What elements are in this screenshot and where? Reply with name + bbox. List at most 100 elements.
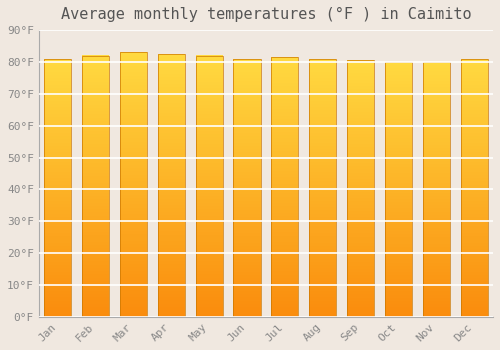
Bar (120, 59, 147, 62)
Bar (196, 212, 223, 216)
Bar (234, 262, 260, 265)
Bar (309, 304, 336, 307)
Bar (460, 155, 488, 159)
Bar (196, 248, 223, 252)
Bar (158, 231, 185, 235)
Bar (82, 248, 109, 252)
Bar (82, 160, 109, 163)
Bar (82, 307, 109, 310)
Bar (234, 120, 260, 123)
Bar (460, 165, 488, 168)
Bar (385, 221, 412, 224)
Bar (385, 218, 412, 221)
Bar (234, 162, 260, 165)
Bar (234, 230, 260, 233)
Bar (44, 172, 72, 175)
Bar (82, 98, 109, 101)
Bar (460, 62, 488, 65)
Bar (120, 214, 147, 218)
Bar (309, 123, 336, 126)
Bar (385, 298, 412, 301)
Bar (196, 69, 223, 72)
Bar (44, 59, 72, 317)
Bar (196, 121, 223, 124)
Bar (158, 175, 185, 179)
Bar (44, 165, 72, 168)
Bar (309, 165, 336, 168)
Bar (82, 278, 109, 281)
Bar (234, 304, 260, 307)
Bar (347, 310, 374, 314)
Bar (158, 172, 185, 176)
Bar (234, 97, 260, 101)
Bar (347, 173, 374, 176)
Bar (120, 115, 147, 119)
Bar (309, 243, 336, 246)
Bar (309, 246, 336, 249)
Bar (158, 74, 185, 77)
Bar (271, 93, 298, 96)
Bar (158, 185, 185, 189)
Bar (82, 290, 109, 294)
Bar (234, 239, 260, 243)
Bar (82, 199, 109, 203)
Bar (422, 81, 450, 84)
Bar (158, 159, 185, 162)
Bar (422, 180, 450, 183)
Bar (158, 284, 185, 287)
Bar (422, 141, 450, 145)
Bar (234, 142, 260, 146)
Bar (44, 217, 72, 220)
Bar (120, 264, 147, 267)
Bar (460, 117, 488, 120)
Bar (158, 251, 185, 254)
Bar (422, 244, 450, 247)
Bar (271, 190, 298, 194)
Bar (347, 281, 374, 285)
Bar (82, 170, 109, 173)
Bar (120, 221, 147, 224)
Bar (82, 206, 109, 209)
Bar (271, 161, 298, 164)
Bar (158, 281, 185, 284)
Bar (271, 281, 298, 284)
Bar (385, 154, 412, 158)
Bar (158, 294, 185, 297)
Bar (196, 300, 223, 304)
Bar (460, 201, 488, 204)
Bar (158, 205, 185, 208)
Bar (460, 298, 488, 301)
Bar (82, 144, 109, 147)
Bar (120, 211, 147, 214)
Bar (196, 238, 223, 242)
Bar (422, 183, 450, 186)
Bar (385, 65, 412, 68)
Bar (385, 231, 412, 234)
Bar (347, 124, 374, 128)
Bar (385, 266, 412, 269)
Bar (460, 226, 488, 230)
Bar (385, 212, 412, 215)
Bar (44, 259, 72, 262)
Bar (347, 147, 374, 150)
Bar (158, 248, 185, 251)
Bar (460, 78, 488, 81)
Bar (309, 81, 336, 85)
Bar (196, 118, 223, 121)
Bar (44, 59, 72, 62)
Bar (234, 236, 260, 239)
Bar (422, 202, 450, 205)
Bar (347, 83, 374, 86)
Bar (309, 113, 336, 117)
Bar (309, 285, 336, 288)
Bar (196, 95, 223, 98)
Bar (385, 122, 412, 126)
Bar (309, 178, 336, 181)
Bar (82, 75, 109, 78)
Bar (460, 184, 488, 188)
Bar (44, 281, 72, 285)
Bar (347, 256, 374, 259)
Bar (309, 194, 336, 197)
Bar (309, 220, 336, 223)
Bar (234, 233, 260, 236)
